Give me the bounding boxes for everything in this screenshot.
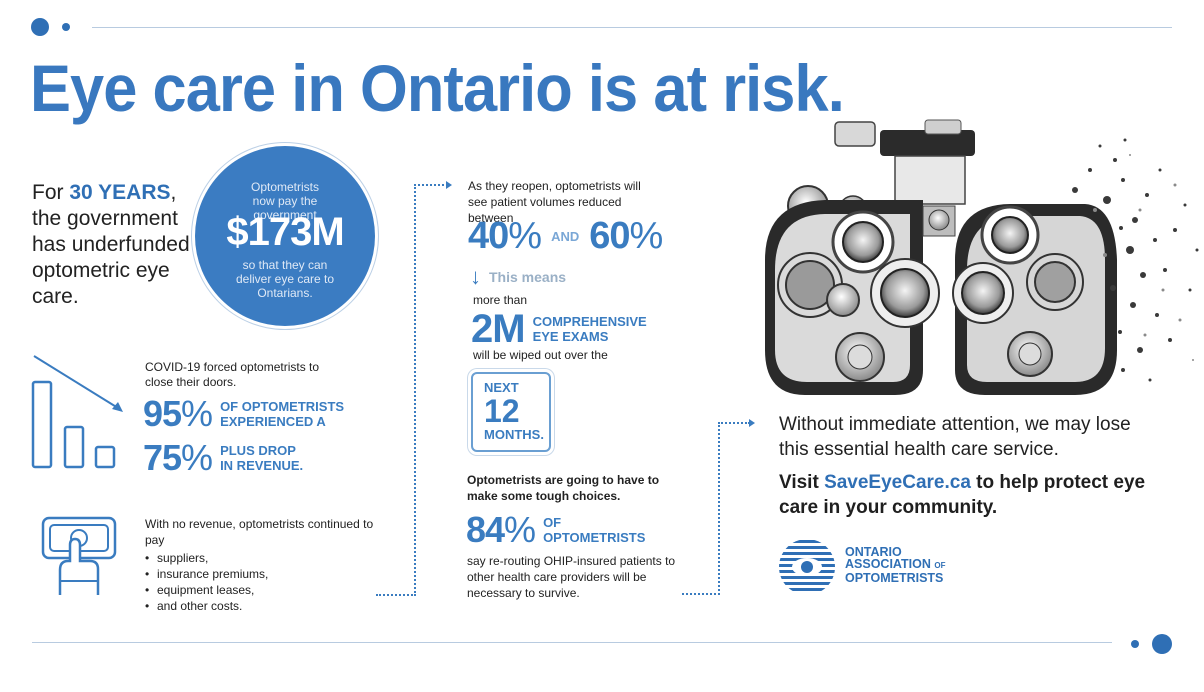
exams-value: 2M xyxy=(471,307,526,351)
page-title: Eye care in Ontario is at risk. xyxy=(30,51,845,125)
underfunded-statement: For 30 YEARS, the government has underfu… xyxy=(32,180,202,310)
oao-line2: ASSOCIATION OF xyxy=(845,557,946,571)
down-arrow-icon: ↓ xyxy=(470,264,481,289)
connector-2-arrow-icon xyxy=(749,419,755,427)
declining-bars-icon xyxy=(31,355,123,469)
money-hand-icon xyxy=(41,516,117,595)
connector-2-vertical xyxy=(718,422,720,595)
reopen-range: 40% AND 60% xyxy=(468,215,663,257)
stat-84-label: OF OPTOMETRISTS xyxy=(543,515,646,545)
visit-prefix: Visit xyxy=(779,472,825,493)
payments-intro: With no revenue, optometrists continued … xyxy=(145,517,374,547)
stat-75-row: 75% PLUS DROP IN REVENUE. xyxy=(143,440,303,476)
stat-95-label: OF OPTOMETRISTS EXPERIENCED A xyxy=(220,399,345,429)
underfunded-rest: the government has underfunded optometri… xyxy=(32,207,190,308)
reopen-text: As they reopen, optometrists will see pa… xyxy=(468,179,641,225)
oao-logo-icon xyxy=(779,540,835,591)
bottom-right-dot-small xyxy=(1131,640,1139,648)
reroute-text: say re-routing OHIP-insured patients to … xyxy=(467,554,676,600)
visit-suffix: to help protect eye care in your communi… xyxy=(779,472,1146,518)
connector-1-vertical xyxy=(414,184,416,596)
months-label: MONTHS. xyxy=(484,427,544,442)
range-low: 40% xyxy=(468,215,542,257)
oao-line1: ONTARIO xyxy=(845,545,902,559)
circle-line1: Optometrists now pay the government xyxy=(250,180,319,222)
bottom-right-dot-large xyxy=(1152,634,1172,654)
next-label: NEXT xyxy=(484,380,519,395)
range-and: AND xyxy=(551,228,580,244)
underfunded-prefix: For xyxy=(32,181,70,204)
exams-label: COMPREHENSIVE EYE EXAMS xyxy=(532,314,647,344)
stat-84-value: 84% xyxy=(466,509,536,550)
payment-circle: Optometrists now pay the government $173… xyxy=(195,146,375,326)
next-value: 12 xyxy=(484,393,520,429)
payments-item: equipment leases, xyxy=(145,582,385,598)
payments-item: insurance premiums, xyxy=(145,566,385,582)
stat-95-value: 95% xyxy=(143,393,213,434)
top-rule xyxy=(92,27,1172,28)
save-eye-care-link[interactable]: SaveEyeCare.ca xyxy=(824,472,971,493)
stat-84-row: 84% OF OPTOMETRISTS xyxy=(466,512,645,548)
range-high: 60% xyxy=(589,215,663,257)
underfunded-years: 30 YEARS xyxy=(69,181,171,204)
connector-1-bottom xyxy=(376,594,416,596)
bottom-rule xyxy=(32,642,1112,643)
stat-95-row: 95% OF OPTOMETRISTS EXPERIENCED A xyxy=(143,396,344,432)
payments-item: and other costs. xyxy=(145,598,385,614)
underfunded-comma: , xyxy=(170,181,177,204)
stat-75-label: PLUS DROP IN REVENUE. xyxy=(220,443,304,473)
circle-amount: $173M xyxy=(226,210,344,254)
top-left-dot-small xyxy=(62,23,70,31)
tough-choices-text: Optometrists are going to have to make s… xyxy=(467,473,660,503)
covid-text: COVID-19 forced optometrists to close th… xyxy=(145,360,320,389)
connector-2-top xyxy=(718,422,750,424)
phoropter-image xyxy=(765,119,1199,395)
circle-line2: so that they can deliver eye care to Ont… xyxy=(235,258,335,300)
payments-list: suppliers, insurance premiums, equipment… xyxy=(145,550,385,614)
this-means: ↓ This means xyxy=(470,264,566,290)
more-than-text: more than xyxy=(473,293,528,307)
connector-1-top xyxy=(414,184,448,186)
wiped-text: will be wiped out over the xyxy=(473,348,608,362)
exams-stat: 2M COMPREHENSIVE EYE EXAMS xyxy=(471,309,647,349)
top-left-dot-large xyxy=(31,18,49,36)
connector-2-bottom xyxy=(682,593,720,595)
visit-text: Visit SaveEyeCare.ca to help protect eye… xyxy=(779,470,1179,520)
payments-item: suppliers, xyxy=(145,550,385,566)
stat-75-value: 75% xyxy=(143,437,213,478)
oao-line3: OPTOMETRISTS xyxy=(845,571,944,585)
payments-block: With no revenue, optometrists continued … xyxy=(145,516,385,614)
this-means-label: This means xyxy=(489,269,567,285)
oao-wordmark: ONTARIO ASSOCIATION OF OPTOMETRISTS xyxy=(845,545,946,585)
connector-1-arrow-icon xyxy=(446,181,452,189)
without-attention-text: Without immediate attention, we may lose… xyxy=(779,414,1131,460)
next-12-months-box: NEXT 12 MONTHS. xyxy=(471,372,551,452)
